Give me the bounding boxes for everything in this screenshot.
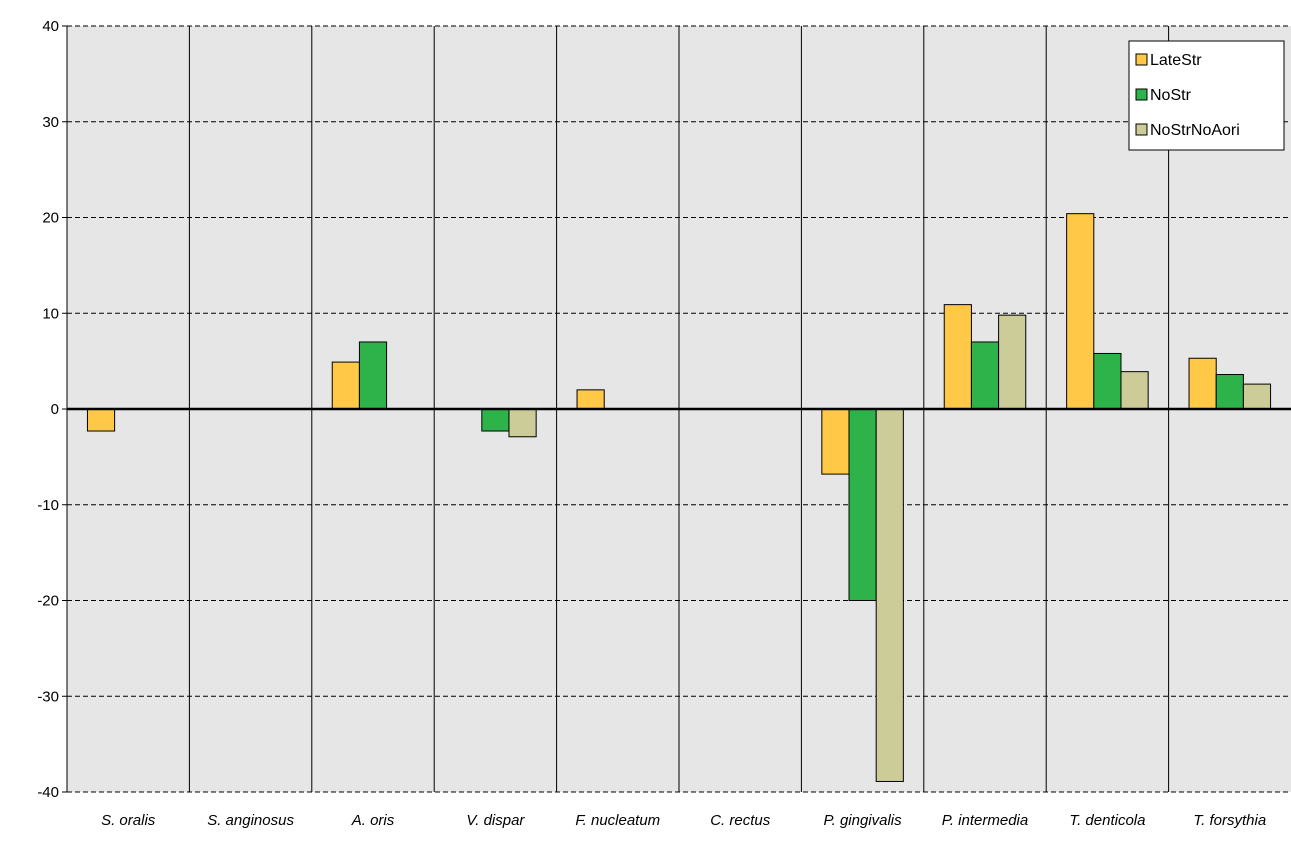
bar-LateStr-8	[1066, 213, 1095, 410]
y-tick-label: 0	[51, 401, 59, 418]
y-tick-label: -20	[37, 593, 59, 610]
legend-box	[1128, 40, 1285, 151]
category-label: F. nucleatum	[575, 812, 660, 829]
category-label: S. oralis	[101, 812, 156, 829]
bar-NoStrNoAori-9	[1242, 383, 1272, 410]
bar-LateStr-2	[331, 361, 360, 410]
bar-NoStrNoAori-7	[998, 314, 1027, 410]
category-label: T. denticola	[1069, 812, 1145, 829]
category-label: P. intermedia	[942, 812, 1028, 829]
legend-label: LateStr	[1150, 52, 1202, 69]
category-label: S. anginosus	[207, 812, 294, 829]
bar-NoStr-6	[848, 408, 877, 601]
bar-NoStrNoAori-6	[875, 408, 904, 782]
category-label: A. oris	[351, 812, 395, 829]
bar-NoStr-2	[358, 341, 388, 410]
bar-NoStrNoAori-8	[1120, 371, 1149, 410]
bar-NoStr-7	[970, 341, 1000, 410]
y-tick-label: 40	[42, 18, 59, 35]
bar-LateStr-0	[86, 408, 116, 432]
category-label: V. dispar	[466, 812, 525, 829]
legend: LateStr NoStr NoStrNoAori	[1128, 40, 1285, 151]
legend-swatch	[1135, 123, 1148, 136]
x-axis-category-labels: S. oralis S. anginosus A. oris V. dispar F. …	[101, 812, 1266, 829]
bar-NoStr-3	[481, 408, 510, 432]
y-axis-tick-labels: 40 30 20 10 0 -10 -20 -30 -40	[37, 18, 59, 801]
legend-label: NoStr	[1150, 87, 1192, 104]
legend-label: NoStrNoAori	[1150, 122, 1240, 139]
legend-swatch	[1135, 53, 1148, 66]
bars	[86, 213, 1272, 782]
bar-LateStr-7	[943, 304, 972, 410]
category-label: P. gingivalis	[824, 812, 903, 829]
y-tick-label: -40	[37, 784, 59, 801]
bar-NoStr-9	[1215, 374, 1244, 410]
y-tick-label: -30	[37, 688, 59, 705]
category-label: T. forsythia	[1193, 812, 1266, 829]
bar-NoStr-8	[1093, 352, 1122, 410]
category-label: C. rectus	[710, 812, 771, 829]
bar-NoStrNoAori-3	[508, 408, 537, 438]
y-tick-label: -10	[37, 497, 59, 514]
bar-LateStr-6	[821, 408, 850, 475]
y-tick-label: 30	[42, 114, 59, 131]
bar-LateStr-9	[1188, 357, 1217, 410]
legend-swatch	[1135, 88, 1148, 101]
y-tick-label: 10	[42, 305, 59, 322]
bar-LateStr-4	[576, 389, 605, 410]
y-tick-label: 20	[42, 210, 59, 227]
